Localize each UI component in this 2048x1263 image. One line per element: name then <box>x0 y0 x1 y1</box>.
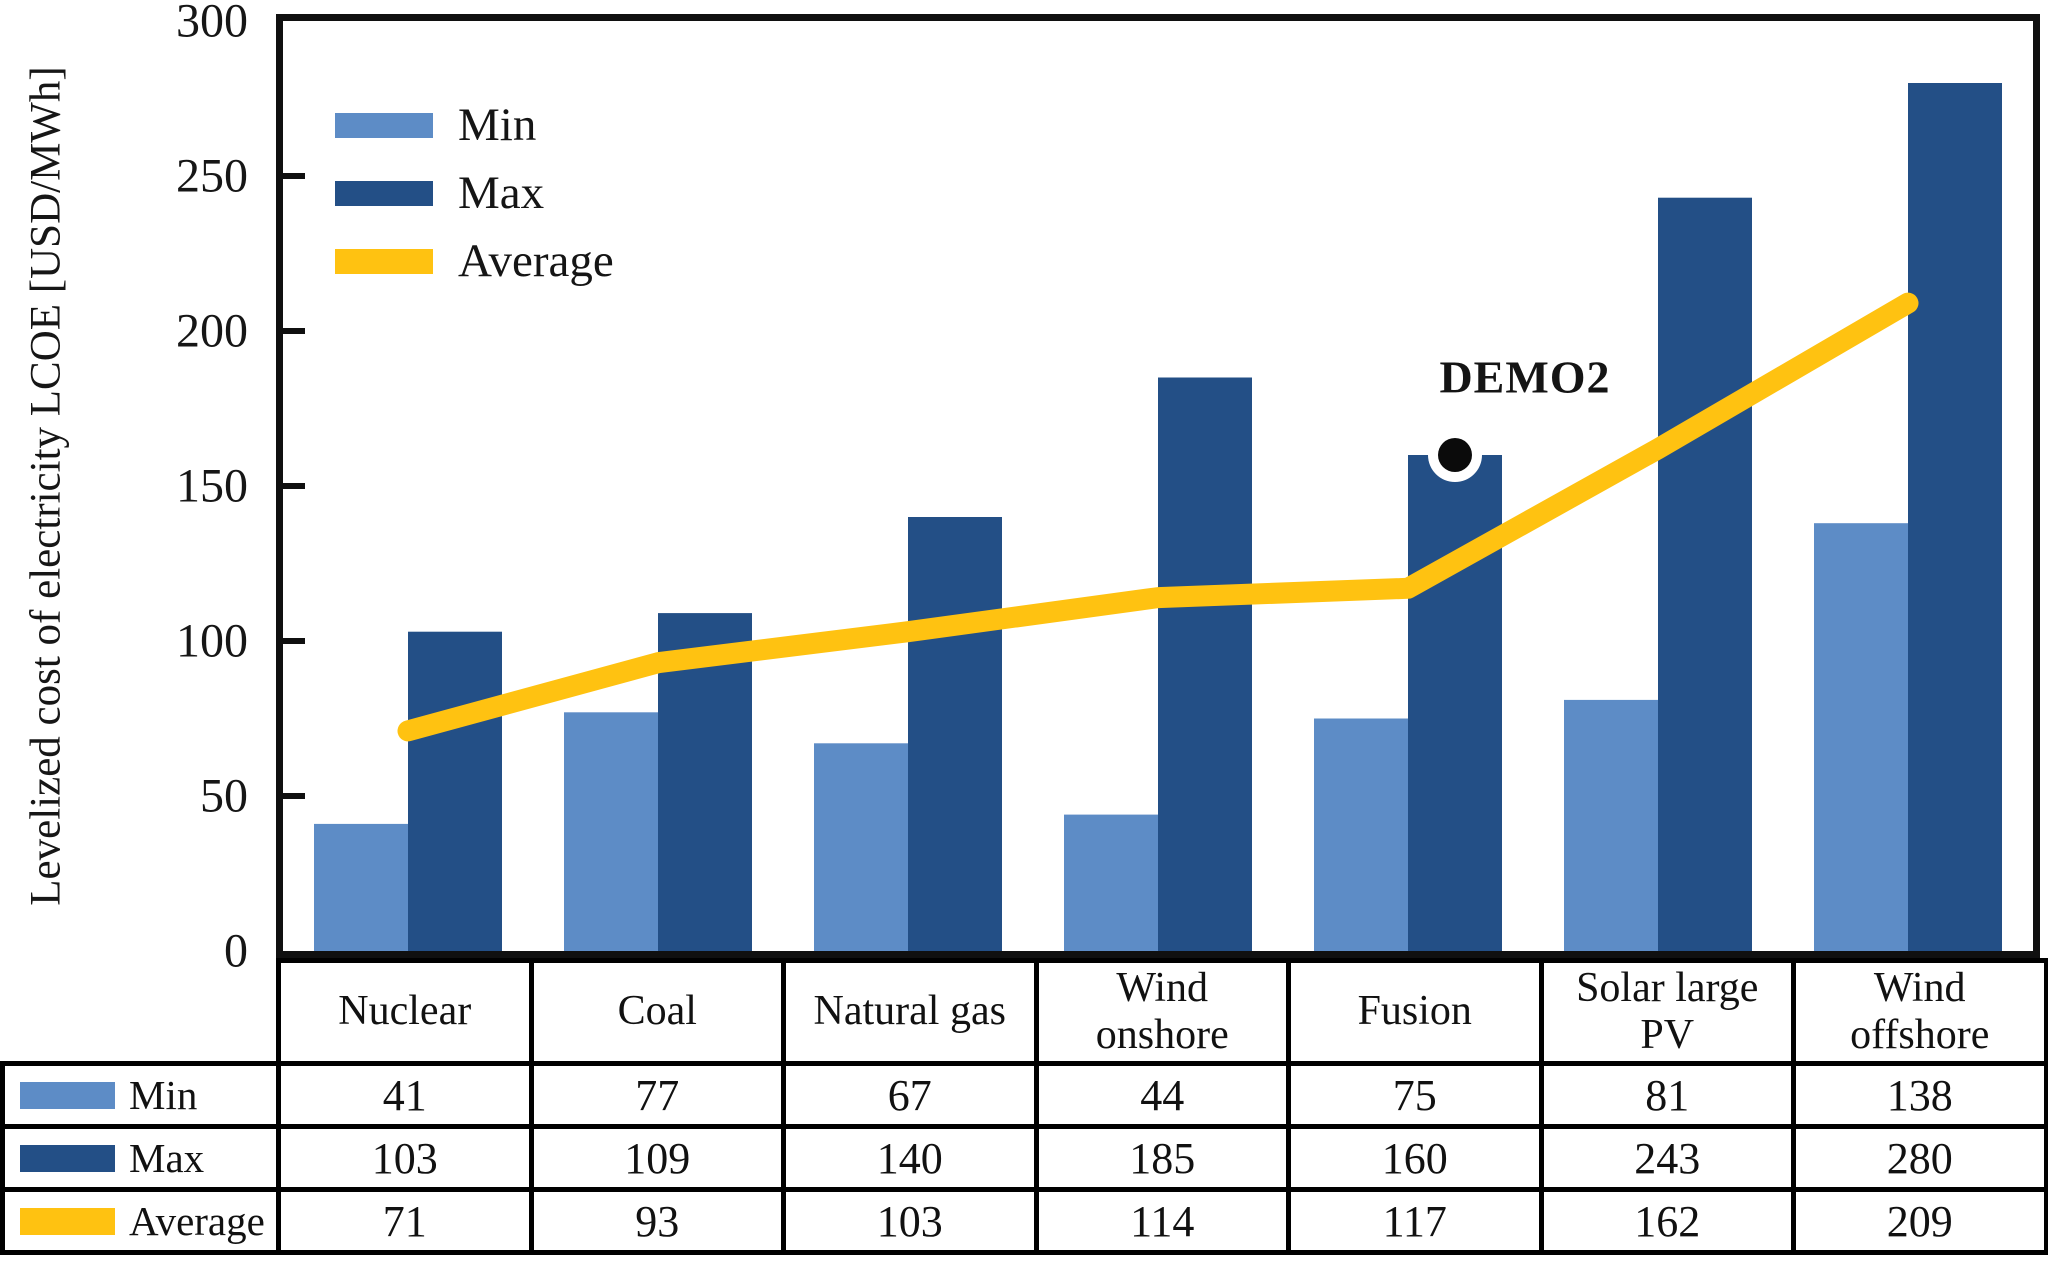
max-bar-wind-offshore <box>1908 83 2002 951</box>
category-header-cell: Natural gas <box>781 958 1039 1066</box>
chart-svg <box>283 83 2002 951</box>
row-label: Max <box>129 1135 205 1181</box>
min-bar-natural-gas <box>814 743 908 951</box>
row-label-cell: Min <box>0 1061 281 1129</box>
y-tick-label: 200 <box>176 304 248 358</box>
legend-item-average: Average <box>335 235 614 287</box>
value-cell: 160 <box>1286 1124 1544 1192</box>
row-label-cell: Max <box>0 1124 281 1192</box>
value-cell: 114 <box>1033 1187 1291 1255</box>
value-cell: 117 <box>1286 1187 1544 1255</box>
min-swatch-icon <box>335 112 433 138</box>
max-bar-natural-gas <box>908 517 1002 951</box>
legend-label-min: Min <box>458 99 537 151</box>
average-swatch-icon <box>335 248 433 274</box>
y-tick-label: 150 <box>176 459 248 513</box>
max-bar-solar-large-pv <box>1658 197 1752 951</box>
value-cell: 41 <box>276 1061 534 1129</box>
row-label-cell: Average <box>0 1187 281 1255</box>
category-header-cell: Solar large PV <box>1538 958 1796 1066</box>
plot-area: Min Max Average <box>276 14 2040 958</box>
legend: Min Max Average <box>335 99 614 303</box>
min-bar-fusion <box>1314 718 1408 951</box>
value-cell: 243 <box>1538 1124 1796 1192</box>
y-tick-label: 0 <box>224 924 248 978</box>
demo2-marker-dot <box>1438 438 1472 472</box>
legend-label-max: Max <box>458 167 545 219</box>
table-row-average: Average 71 93 103 114 117 162 209 <box>0 1187 2048 1255</box>
category-header-cell: Wind onshore <box>1033 958 1291 1066</box>
average-swatch-icon <box>20 1207 115 1235</box>
value-cell: 280 <box>1791 1124 2048 1192</box>
value-cell: 103 <box>781 1187 1039 1255</box>
value-cell: 138 <box>1791 1061 2048 1129</box>
min-bar-nuclear <box>314 823 408 951</box>
category-header-cell: Coal <box>528 958 786 1066</box>
row-label: Min <box>129 1072 198 1118</box>
value-cell: 209 <box>1791 1187 2048 1255</box>
legend-label-average: Average <box>458 235 614 287</box>
min-bar-wind-offshore <box>1814 523 1908 951</box>
y-tick-label: 50 <box>200 769 248 823</box>
value-cell: 103 <box>276 1124 534 1192</box>
annotation-demo2-label: DEMO2 <box>1439 351 1611 403</box>
min-bar-coal <box>564 712 658 951</box>
value-cell: 67 <box>781 1061 1039 1129</box>
min-bar-solar-large-pv <box>1564 699 1658 951</box>
data-table: Nuclear Coal Natural gas Wind onshore Fusion… <box>0 958 2048 1255</box>
legend-item-max: Max <box>335 167 614 219</box>
row-label: Average <box>129 1198 265 1244</box>
category-header-cell: Wind offshore <box>1791 958 2048 1066</box>
y-tick-label: 100 <box>176 614 248 668</box>
value-cell: 81 <box>1538 1061 1796 1129</box>
min-bar-wind-onshore <box>1064 814 1158 951</box>
min-swatch-icon <box>20 1081 115 1109</box>
value-cell: 75 <box>1286 1061 1544 1129</box>
table-header-row: Nuclear Coal Natural gas Wind onshore Fusion… <box>3 958 2048 1066</box>
y-tick-label: 250 <box>176 149 248 203</box>
category-header-cell: Fusion <box>1286 958 1544 1066</box>
y-tick-label: 300 <box>176 0 248 48</box>
value-cell: 185 <box>1033 1124 1291 1192</box>
max-swatch-icon <box>335 180 433 206</box>
max-bar-wind-onshore <box>1158 377 1252 951</box>
max-bar-fusion <box>1408 455 1502 951</box>
max-swatch-icon <box>20 1144 115 1172</box>
category-header-cell: Nuclear <box>276 958 534 1066</box>
value-cell: 77 <box>528 1061 786 1129</box>
value-cell: 109 <box>528 1124 786 1192</box>
value-cell: 93 <box>528 1187 786 1255</box>
value-cell: 44 <box>1033 1061 1291 1129</box>
value-cell: 71 <box>276 1187 534 1255</box>
table-row-max: Max 103 109 140 185 160 243 280 <box>0 1124 2048 1192</box>
legend-item-min: Min <box>335 99 614 151</box>
table-corner-blank <box>3 961 279 1064</box>
table-row-min: Min 41 77 67 44 75 81 138 <box>0 1061 2048 1129</box>
max-bar-nuclear <box>408 631 502 951</box>
value-cell: 140 <box>781 1124 1039 1192</box>
average-line <box>397 292 1919 742</box>
value-cell: 162 <box>1538 1187 1796 1255</box>
